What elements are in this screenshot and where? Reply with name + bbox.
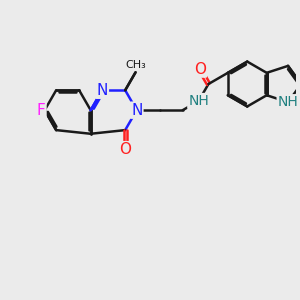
Text: NH: NH (188, 94, 209, 108)
Text: F: F (37, 103, 46, 118)
Text: CH₃: CH₃ (125, 60, 146, 70)
Text: O: O (119, 142, 131, 157)
Text: O: O (194, 61, 206, 76)
Text: N: N (131, 103, 142, 118)
Text: N: N (97, 83, 108, 98)
Text: NH: NH (278, 95, 298, 109)
